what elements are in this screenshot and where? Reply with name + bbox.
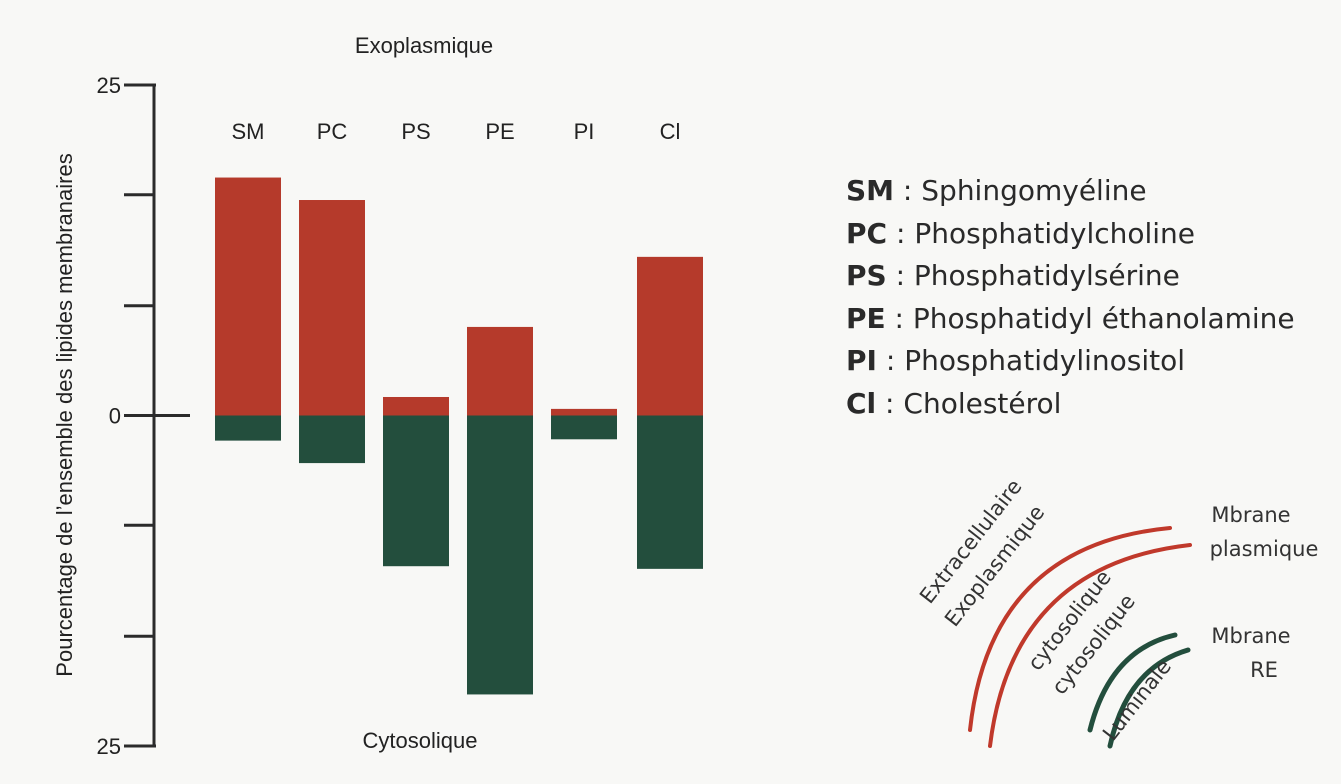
legend-row-cl: Cl : Cholestérol (846, 383, 1295, 426)
category-label-cl: Cl (660, 119, 681, 144)
plasma-membrane-outer-arc (968, 526, 1172, 732)
legend-separator: : (885, 301, 913, 335)
y-tick-label-0: 25 (97, 73, 121, 98)
legend-abbr: PE (846, 301, 886, 335)
bar-pe-cytosolic (467, 415, 533, 695)
legend-row-sm: SM : Sphingomyéline (846, 170, 1295, 213)
category-label-pi: PI (574, 119, 595, 144)
plasma-membrane-inner-arc (988, 543, 1192, 748)
category-label-ps: PS (401, 119, 430, 144)
legend-row-ps: PS : Phosphatidylsérine (846, 255, 1295, 298)
bar-ps-cytosolic (383, 415, 449, 567)
legend-name: Phosphatidylsérine (913, 259, 1180, 293)
plasma-membrane-label-line2: plasmique (1210, 537, 1319, 561)
category-label-pe: PE (485, 119, 514, 144)
legend-name: Phosphatidylinositol (904, 344, 1186, 378)
category-label-pc: PC (317, 119, 348, 144)
bar-cl-cytosolic (637, 415, 703, 569)
bar-cl-exoplasmic (637, 256, 703, 416)
bar-ps-exoplasmic (383, 396, 449, 416)
bar-pc-cytosolic (299, 415, 365, 464)
legend-row-pc: PC : Phosphatidylcholine (846, 213, 1295, 256)
er-membrane-label-line2: RE (1250, 658, 1278, 682)
plasma-membrane-label-line1: Mbrane (1211, 503, 1290, 527)
y-axis-label: Pourcentage de l’ensemble des lipides me… (52, 153, 77, 676)
er-membrane-inner-arc (1107, 647, 1191, 749)
bar-sm-cytosolic (215, 415, 281, 441)
er-membrane-label-line1: Mbrane (1211, 624, 1290, 648)
chart-bottom-label: Cytosolique (363, 728, 478, 753)
chart-top-label: Exoplasmique (355, 33, 493, 58)
legend-abbr: Cl (846, 386, 877, 420)
er-membrane-outer-arc (1087, 632, 1178, 733)
bar-pi-cytosolic (551, 415, 617, 440)
legend-separator: : (876, 386, 904, 420)
legend-abbr: PI (846, 344, 877, 378)
y-tick-label-1: 0 (109, 404, 121, 429)
legend-name: Phosphatidyl éthanolamine (912, 301, 1295, 335)
legend-separator: : (887, 216, 915, 250)
abbreviation-legend: SM : Sphingomyéline PC : Phosphatidylchol… (846, 170, 1295, 426)
legend-separator: : (886, 259, 914, 293)
bar-pi-exoplasmic (551, 408, 617, 416)
legend-name: Phosphatidylcholine (914, 216, 1196, 250)
legend-row-pe: PE : Phosphatidyl éthanolamine (846, 298, 1295, 341)
legend-abbr: PC (846, 216, 888, 250)
legend-name: Sphingomyéline (921, 174, 1147, 207)
bar-sm-exoplasmic (215, 177, 281, 416)
legend-separator: : (876, 344, 905, 378)
legend-separator: : (894, 174, 922, 207)
legend-row-pi: PI : Phosphatidylinositol (846, 340, 1295, 383)
legend-name: Cholestérol (903, 386, 1062, 420)
legend-abbr: SM (846, 174, 895, 207)
bar-pc-exoplasmic (299, 200, 365, 416)
bar-pe-exoplasmic (467, 326, 533, 416)
legend-abbr: PS (846, 259, 887, 293)
luminale-label: Luminale (1098, 655, 1176, 745)
category-label-sm: SM (232, 119, 265, 144)
y-tick-label-2: 25 (97, 734, 121, 759)
